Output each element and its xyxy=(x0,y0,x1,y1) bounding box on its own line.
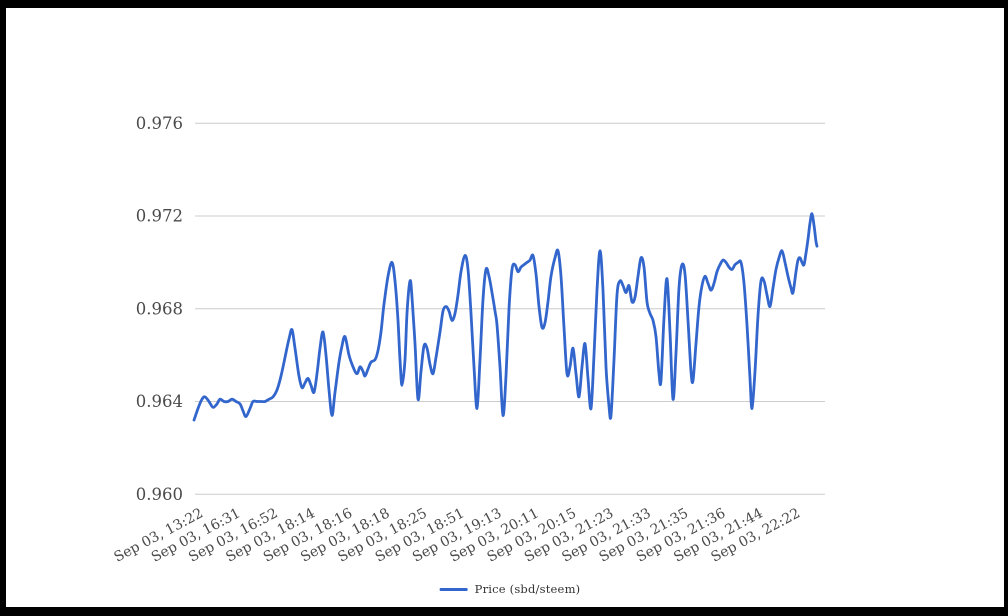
frame-border-left xyxy=(0,0,6,616)
frame-border-bottom xyxy=(0,607,1008,616)
y-axis-tick-label: 0.972 xyxy=(136,207,183,226)
price-series-line xyxy=(192,212,819,422)
y-axis-tick-label: 0.976 xyxy=(136,114,183,133)
y-axis-tick-label: 0.964 xyxy=(136,392,183,411)
legend-line-icon xyxy=(439,587,468,591)
legend: Price (sbd/steem) xyxy=(439,582,581,596)
y-axis-tick-label: 0.968 xyxy=(136,299,183,318)
legend-label: Price (sbd/steem) xyxy=(474,582,581,596)
y-axis-tick-label: 0.960 xyxy=(136,485,183,504)
frame-border-right xyxy=(1004,0,1008,616)
frame-border-top xyxy=(0,0,1008,8)
